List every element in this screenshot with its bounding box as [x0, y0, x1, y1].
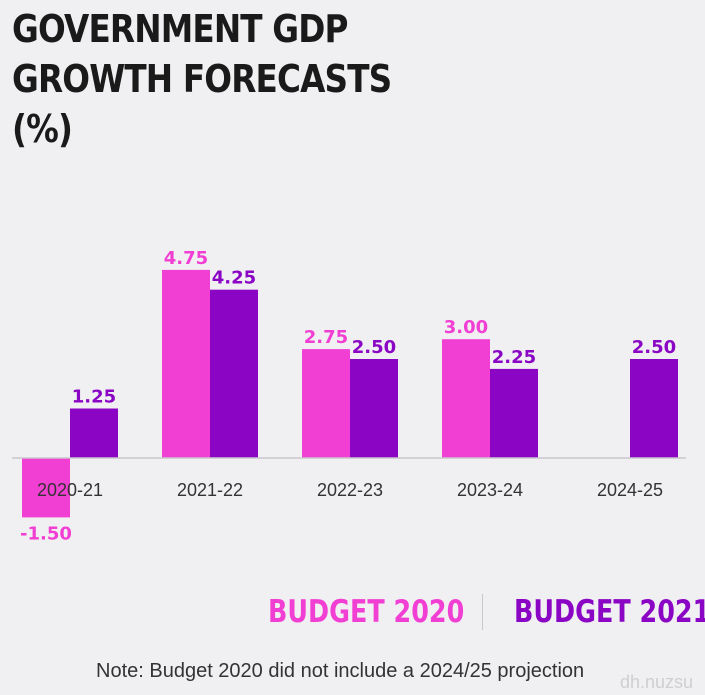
- legend: BUDGET 2020 BUDGET 2021: [0, 590, 705, 640]
- legend-divider: [482, 594, 483, 630]
- bar-budget-2020-2023-24: [442, 339, 490, 458]
- bar-chart: -1.50 4.75 2.75 3.00 1.25 4.25 2.50 2.25 2.50 202…: [12, 248, 686, 544]
- legend-budget-2021: BUDGET 2021: [514, 594, 705, 630]
- category-label-2022-23: 2022-23: [317, 480, 383, 500]
- data-label-budget-2021-2024-25: 2.50: [632, 337, 676, 358]
- category-label-2023-24: 2023-24: [457, 480, 523, 500]
- category-label-2020-21: 2020-21: [37, 480, 103, 500]
- bar-budget-2020-2020-21: [22, 458, 70, 518]
- category-label-2021-22: 2021-22: [177, 480, 243, 500]
- data-label-budget-2020-2022-23: 2.75: [304, 327, 348, 348]
- bar-budget-2021-2020-21: [70, 408, 118, 458]
- bar-budget-2021-2024-25: [630, 359, 678, 458]
- footnote: Note: Budget 2020 did not include a 2024…: [96, 660, 585, 682]
- watermark: dh.nuzsu: [619, 672, 693, 692]
- bar-budget-2021-2022-23: [350, 359, 398, 458]
- data-label-budget-2020-2021-22: 4.75: [164, 248, 208, 269]
- data-label-budget-2021-2022-23: 2.50: [352, 337, 396, 358]
- data-label-budget-2021-2021-22: 4.25: [212, 268, 256, 289]
- bar-budget-2020-2022-23: [302, 349, 350, 458]
- data-label-budget-2021-2023-24: 2.25: [492, 347, 536, 368]
- chart-title: GOVERNMENT GDP GROWTH FORECASTS (%): [12, 7, 392, 151]
- bar-budget-2020-2021-22: [162, 269, 210, 458]
- category-label-2024-25: 2024-25: [597, 480, 663, 500]
- data-label-budget-2021-2020-21: 1.25: [72, 387, 116, 408]
- data-label-budget-2020-2023-24: 3.00: [444, 317, 488, 338]
- bar-budget-2021-2023-24: [490, 368, 538, 458]
- data-label-budget-2020-2020-21: -1.50: [20, 523, 72, 544]
- legend-budget-2020: BUDGET 2020: [268, 594, 465, 630]
- bar-budget-2021-2021-22: [210, 289, 258, 458]
